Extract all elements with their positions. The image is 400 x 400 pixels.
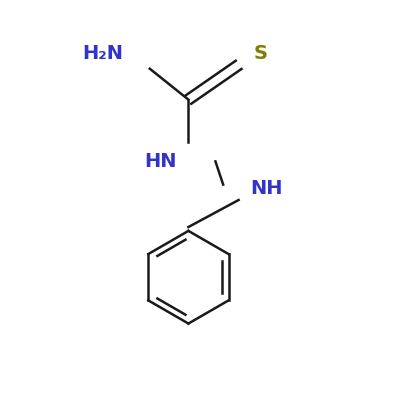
Text: NH: NH (250, 179, 283, 198)
Text: S: S (254, 44, 268, 63)
Text: HN: HN (144, 152, 177, 171)
Text: H₂N: H₂N (82, 44, 123, 63)
